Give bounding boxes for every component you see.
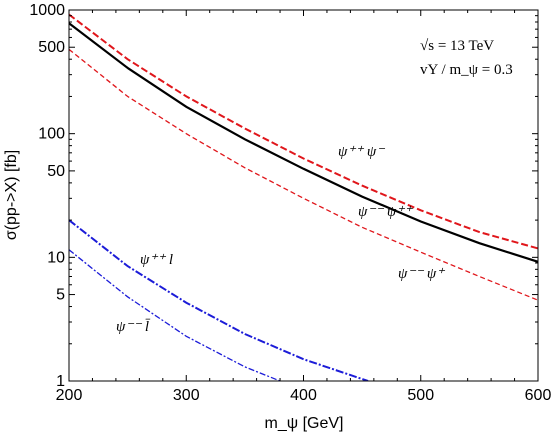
series-line-2 <box>69 48 538 301</box>
series-layer <box>69 13 538 381</box>
y-axis-title: σ(pp->X) [fb] <box>3 150 20 240</box>
series-line-1 <box>69 22 538 263</box>
y-tick-label: 1 <box>56 373 65 390</box>
y-tick-label: 50 <box>47 163 65 180</box>
info-energy: √s = 13 TeV <box>420 38 494 54</box>
x-tick-label: 400 <box>290 387 317 404</box>
x-axis-title: m_ψ [GeV] <box>265 415 344 432</box>
x-tick-label: 300 <box>173 387 200 404</box>
y-tick-label: 100 <box>38 126 65 143</box>
series-line-3 <box>69 219 369 381</box>
x-tick-label: 600 <box>525 387 552 404</box>
info-ratio: vY / m_ψ = 0.3 <box>420 62 513 78</box>
x-tick-label: 500 <box>407 387 434 404</box>
ticks-layer: 200 300 400 500 600 1 5 10 50 100 500 1000 <box>29 2 551 404</box>
series-line-4 <box>69 249 281 381</box>
x-tick-label: 200 <box>56 387 83 404</box>
y-tick-label: 500 <box>38 39 65 56</box>
y-tick-label: 10 <box>47 249 65 266</box>
label-psi-mm-lbar: ψ⁻⁻ l̄ <box>116 319 151 335</box>
y-tick-label: 1000 <box>29 2 65 19</box>
label-psi-mm-psi-pp: ψ⁻⁻ ψ⁺⁺ <box>358 204 413 220</box>
label-psi-pp-l: ψ⁺⁺ l <box>140 252 173 268</box>
y-tick-label: 5 <box>56 287 65 304</box>
label-psi-mm-psi-p: ψ⁻⁻ ψ⁺ <box>398 266 445 282</box>
label-psi-pp-psi-m: ψ⁺⁺ ψ⁻ <box>338 144 385 160</box>
series-line-0 <box>69 13 538 250</box>
